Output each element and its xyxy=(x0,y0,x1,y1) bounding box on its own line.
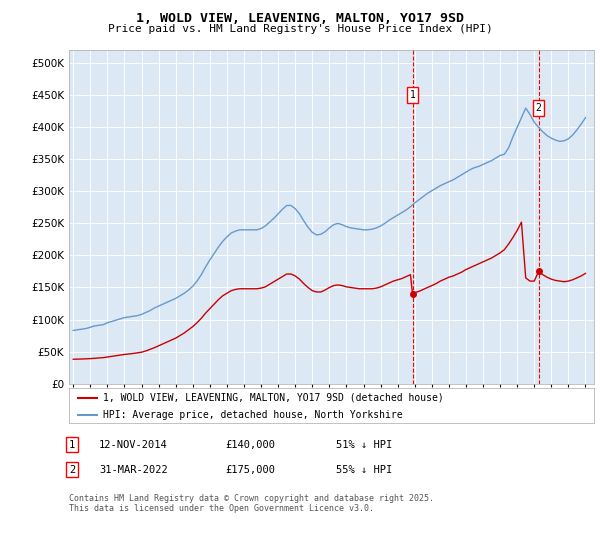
Text: 1, WOLD VIEW, LEAVENING, MALTON, YO17 9SD (detached house): 1, WOLD VIEW, LEAVENING, MALTON, YO17 9S… xyxy=(103,393,444,403)
Text: 51% ↓ HPI: 51% ↓ HPI xyxy=(336,440,392,450)
Text: HPI: Average price, detached house, North Yorkshire: HPI: Average price, detached house, Nort… xyxy=(103,410,403,420)
Text: 12-NOV-2014: 12-NOV-2014 xyxy=(99,440,168,450)
Text: 1, WOLD VIEW, LEAVENING, MALTON, YO17 9SD: 1, WOLD VIEW, LEAVENING, MALTON, YO17 9S… xyxy=(136,12,464,25)
Text: 31-MAR-2022: 31-MAR-2022 xyxy=(99,465,168,475)
Text: £140,000: £140,000 xyxy=(225,440,275,450)
Text: 2: 2 xyxy=(69,465,75,475)
Text: Contains HM Land Registry data © Crown copyright and database right 2025.
This d: Contains HM Land Registry data © Crown c… xyxy=(69,494,434,514)
Text: Price paid vs. HM Land Registry's House Price Index (HPI): Price paid vs. HM Land Registry's House … xyxy=(107,24,493,34)
Text: 1: 1 xyxy=(410,90,415,100)
Text: 2: 2 xyxy=(536,103,541,113)
Text: £175,000: £175,000 xyxy=(225,465,275,475)
Text: 1: 1 xyxy=(69,440,75,450)
Text: 55% ↓ HPI: 55% ↓ HPI xyxy=(336,465,392,475)
